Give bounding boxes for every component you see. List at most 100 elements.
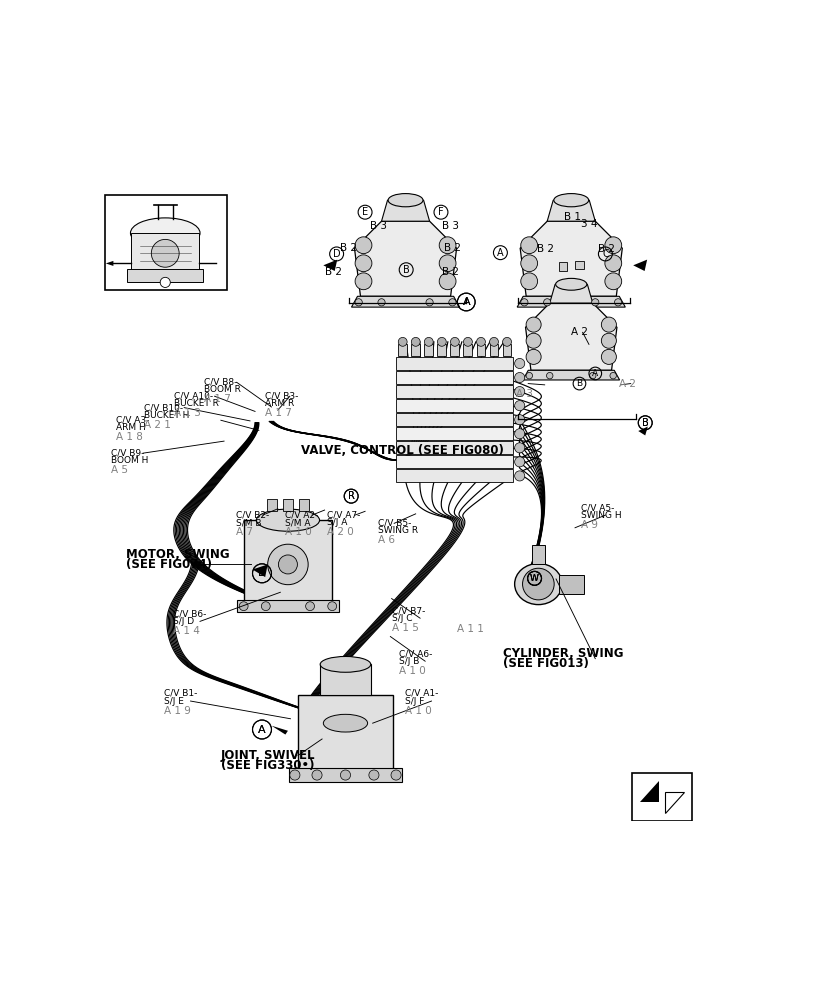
Text: (SEE FIG074): (SEE FIG074) <box>126 558 212 571</box>
Text: A 1 1: A 1 1 <box>457 624 484 634</box>
Circle shape <box>439 255 456 272</box>
Circle shape <box>526 372 533 379</box>
Circle shape <box>424 337 433 346</box>
Text: A: A <box>497 248 503 258</box>
Text: C/V A2-: C/V A2- <box>285 511 318 520</box>
Circle shape <box>515 387 525 397</box>
Circle shape <box>268 544 308 585</box>
Text: A 7: A 7 <box>236 527 253 537</box>
Text: SWING H: SWING H <box>581 511 622 520</box>
Polygon shape <box>633 260 647 271</box>
Text: R: R <box>348 491 355 501</box>
Bar <box>632 773 692 821</box>
Text: B: B <box>258 568 266 578</box>
Bar <box>397 427 513 440</box>
Circle shape <box>614 299 622 306</box>
Text: A: A <box>592 369 598 378</box>
Polygon shape <box>520 221 623 296</box>
Bar <box>267 499 277 511</box>
Text: B: B <box>403 265 410 275</box>
Text: A 2 0: A 2 0 <box>327 527 354 537</box>
Ellipse shape <box>320 656 370 672</box>
Circle shape <box>605 237 622 254</box>
Circle shape <box>526 333 541 348</box>
Text: S/J E: S/J E <box>164 697 184 706</box>
Polygon shape <box>272 726 288 735</box>
Text: A: A <box>258 725 266 735</box>
Bar <box>559 575 584 594</box>
Polygon shape <box>106 261 113 266</box>
Circle shape <box>526 349 541 364</box>
Circle shape <box>391 770 401 780</box>
Text: BOOM R: BOOM R <box>205 385 242 394</box>
Text: F: F <box>438 207 444 217</box>
Circle shape <box>355 299 362 306</box>
Text: B 2: B 2 <box>326 267 342 277</box>
Text: C/V B7-: C/V B7- <box>392 606 426 615</box>
Circle shape <box>426 299 433 306</box>
Text: B: B <box>258 568 266 578</box>
Text: C/V B6-: C/V B6- <box>174 609 206 618</box>
Text: A 9: A 9 <box>581 520 598 530</box>
Circle shape <box>463 337 472 346</box>
Circle shape <box>515 401 525 411</box>
Text: ARM R: ARM R <box>264 399 294 408</box>
Bar <box>237 600 339 612</box>
Circle shape <box>490 337 499 346</box>
Text: A 1 4: A 1 4 <box>174 626 201 636</box>
Text: A 5: A 5 <box>111 465 128 475</box>
Text: B 2: B 2 <box>441 267 459 277</box>
Ellipse shape <box>556 278 587 290</box>
Circle shape <box>601 317 616 332</box>
Circle shape <box>547 372 553 379</box>
Ellipse shape <box>554 194 588 207</box>
Text: C/V A1-: C/V A1- <box>405 689 438 698</box>
Text: B 2: B 2 <box>444 243 461 253</box>
Bar <box>410 174 419 183</box>
Text: BOOM H: BOOM H <box>111 456 149 465</box>
Text: S/J C: S/J C <box>392 614 413 623</box>
Bar <box>397 399 513 412</box>
Bar <box>450 344 459 356</box>
Circle shape <box>543 299 551 306</box>
Circle shape <box>521 273 538 290</box>
Text: A 3: A 3 <box>517 389 533 399</box>
Bar <box>559 262 567 271</box>
Text: W: W <box>530 574 539 583</box>
Bar <box>397 413 513 426</box>
Text: A: A <box>463 297 470 307</box>
Polygon shape <box>252 564 268 577</box>
Text: B 2: B 2 <box>537 244 554 254</box>
Circle shape <box>601 333 616 348</box>
Circle shape <box>503 337 512 346</box>
Text: C: C <box>602 249 609 259</box>
Text: C/V B10-: C/V B10- <box>144 403 183 412</box>
Bar <box>397 455 513 468</box>
Text: CYLINDER, SWING: CYLINDER, SWING <box>503 647 623 660</box>
Text: C/V A3-: C/V A3- <box>116 416 149 425</box>
Circle shape <box>521 255 538 272</box>
Circle shape <box>601 349 616 364</box>
Text: MOTOR, SWING: MOTOR, SWING <box>126 548 229 561</box>
Text: B: B <box>576 379 583 388</box>
Polygon shape <box>548 200 595 221</box>
Text: A 2: A 2 <box>619 379 636 389</box>
Text: W: W <box>530 574 539 583</box>
Bar <box>397 371 513 384</box>
Circle shape <box>328 602 337 611</box>
Bar <box>411 344 420 356</box>
Text: A 1 8: A 1 8 <box>116 432 143 442</box>
Bar <box>298 695 392 771</box>
Polygon shape <box>640 781 659 802</box>
Polygon shape <box>354 221 457 296</box>
Ellipse shape <box>323 714 367 732</box>
Circle shape <box>261 602 270 611</box>
Circle shape <box>521 299 528 306</box>
Circle shape <box>521 237 538 254</box>
Text: C/V B3-: C/V B3- <box>264 392 298 401</box>
Text: A 1 0: A 1 0 <box>285 527 312 537</box>
Text: W: W <box>530 574 539 583</box>
Circle shape <box>522 568 554 600</box>
Text: B 1: B 1 <box>565 212 581 222</box>
Bar <box>397 357 513 370</box>
